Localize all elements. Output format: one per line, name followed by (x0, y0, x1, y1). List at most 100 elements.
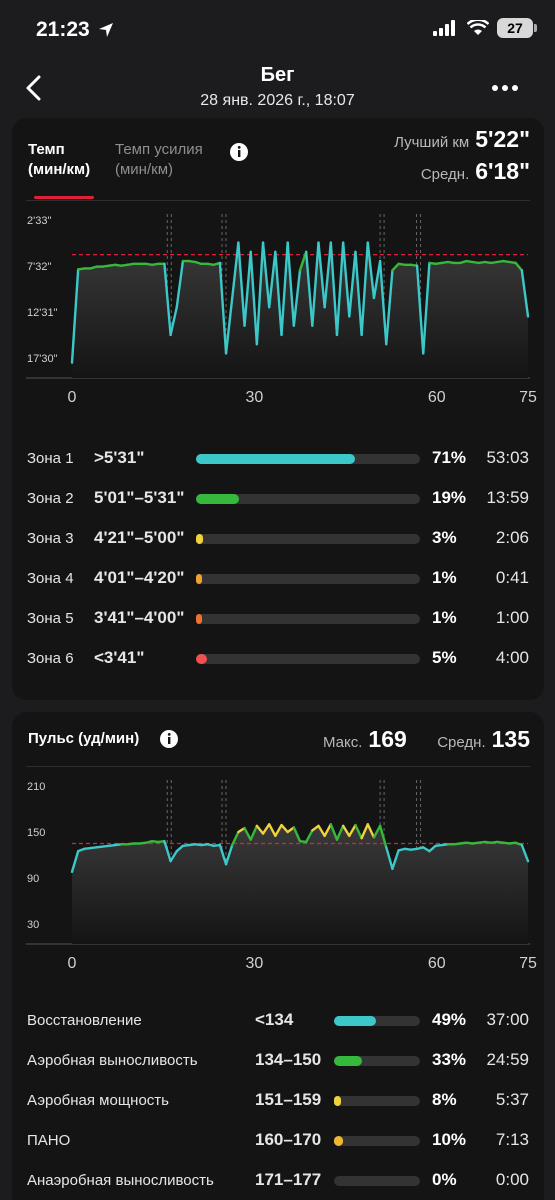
zone-name: ПАНО (27, 1132, 71, 1149)
tab-effort-pace[interactable]: Темп усилия (мин/км) (115, 141, 203, 178)
series-line-segment (70, 268, 80, 364)
zone-row: Восстановление <134 49% 37:00 (12, 1002, 544, 1042)
y-tick-label: 150 (27, 827, 45, 839)
zone-bar-fill (196, 574, 202, 584)
zone-row: Аэробная мощность 151–159 8% 5:37 (12, 1082, 544, 1122)
series-line-segment (292, 826, 302, 843)
zone-bar (196, 654, 420, 664)
best-km: Лучший км 5'22" (394, 126, 530, 152)
series-line-segment (243, 250, 252, 327)
zone-row: Зона 1 >5'31" 71% 53:03 (12, 440, 544, 480)
series-line-segment (385, 846, 394, 871)
zone-percent: 5% (432, 648, 457, 667)
zone-bar (196, 614, 420, 624)
series-line-segment (218, 261, 228, 355)
more-horizontal-icon[interactable] (491, 84, 519, 92)
zone-bar-fill (334, 1096, 341, 1106)
x-tick-label: 30 (246, 955, 264, 972)
zone-bar-fill (196, 654, 208, 664)
series-line-segment (280, 823, 289, 834)
status-time: 21:23 (36, 18, 90, 41)
zone-row: ПАНО 160–170 10% 7:13 (12, 1122, 544, 1162)
info-icon[interactable] (159, 729, 179, 749)
zone-bar (334, 1176, 420, 1186)
zone-bar (196, 574, 420, 584)
zone-bar-fill (196, 494, 239, 504)
series-line-segment (163, 262, 172, 337)
series-line-segment (323, 241, 333, 309)
series-line-segment (341, 824, 351, 838)
series-line-segment (415, 264, 425, 355)
zone-bar-fill (334, 1056, 363, 1066)
zone-bar-fill (334, 1016, 377, 1026)
zone-range: <3'41" (94, 648, 145, 667)
zone-bar (334, 1056, 420, 1066)
series-line-segment (317, 824, 326, 838)
series-line-segment (366, 823, 376, 839)
series-line-segment (391, 849, 400, 871)
y-tick-label: 7'32" (27, 261, 51, 273)
series-line-segment (329, 823, 339, 841)
zone-time: 13:59 (486, 488, 529, 507)
zone-time: 4:00 (495, 648, 529, 667)
series-line-segment (311, 824, 320, 832)
series-line-segment (372, 259, 382, 300)
series-line-segment (514, 261, 524, 272)
series-line-segment (335, 241, 345, 337)
chevron-left-icon[interactable] (24, 74, 44, 102)
series-line-segment (169, 849, 178, 863)
zone-name: Зона 5 (27, 610, 74, 627)
zone-name: Аэробная мощность (27, 1092, 169, 1109)
zone-row: Зона 2 5'01"–5'31" 19% 13:59 (12, 480, 544, 520)
series-line-segment (378, 824, 388, 849)
series-line-segment (341, 241, 351, 318)
zone-range: >5'31" (94, 448, 145, 467)
series-line-segment (520, 269, 530, 318)
zone-bar-fill (334, 1136, 343, 1146)
series-line-segment (422, 261, 431, 355)
page-title: Бег (260, 64, 295, 86)
x-tick-label: 0 (68, 955, 77, 972)
zone-percent: 1% (432, 608, 457, 627)
location-arrow-icon (99, 23, 113, 37)
divider (26, 200, 530, 201)
zone-range: 151–159 (255, 1090, 322, 1109)
series-line-segment (224, 296, 234, 355)
series-line-segment (261, 823, 271, 835)
series-line-segment (422, 846, 431, 853)
series-line-segment (267, 250, 277, 309)
pace-chart: 2'33" 7'32" 12'31" 17'30" 0 30 60 75 (26, 214, 537, 406)
series-line-segment (311, 241, 320, 327)
zone-name: Зона 4 (27, 570, 74, 587)
series-line-segment (255, 241, 265, 346)
series-line-segment (292, 269, 302, 327)
series-line-segment (354, 250, 363, 337)
zone-bar (334, 1136, 420, 1146)
series-line-segment (520, 843, 530, 863)
zone-bar-fill (196, 534, 203, 544)
zone-bar-fill (196, 614, 202, 624)
zone-name: Зона 2 (27, 490, 74, 507)
zone-percent: 33% (432, 1050, 467, 1069)
series-line-segment (249, 250, 259, 346)
series-line-segment (360, 241, 369, 337)
tab-pace[interactable]: Темп (мин/км) (28, 141, 91, 178)
zone-row: Анаэробная выносливость 171–177 0% 0:00 (12, 1162, 544, 1200)
hr-average: Средн. 135 (437, 726, 530, 752)
series-line-segment (385, 269, 394, 346)
series-line-segment (255, 824, 265, 835)
zone-percent: 8% (432, 1090, 457, 1109)
series-line-segment (304, 829, 314, 844)
zone-row: Зона 4 4'01"–4'20" 1% 0:41 (12, 560, 544, 600)
zone-time: 5:37 (495, 1090, 529, 1109)
info-icon[interactable] (229, 142, 249, 162)
zone-percent: 1% (432, 568, 457, 587)
x-tick-label: 60 (428, 389, 446, 406)
zone-range: 160–170 (255, 1130, 322, 1149)
series-line-segment (169, 306, 178, 337)
x-tick-label: 30 (246, 389, 264, 406)
y-tick-label: 12'31" (27, 307, 58, 319)
series-line-segment (280, 241, 289, 337)
page-subtitle: 28 янв. 2026 г., 18:07 (200, 92, 355, 109)
series-line-segment (391, 262, 400, 272)
